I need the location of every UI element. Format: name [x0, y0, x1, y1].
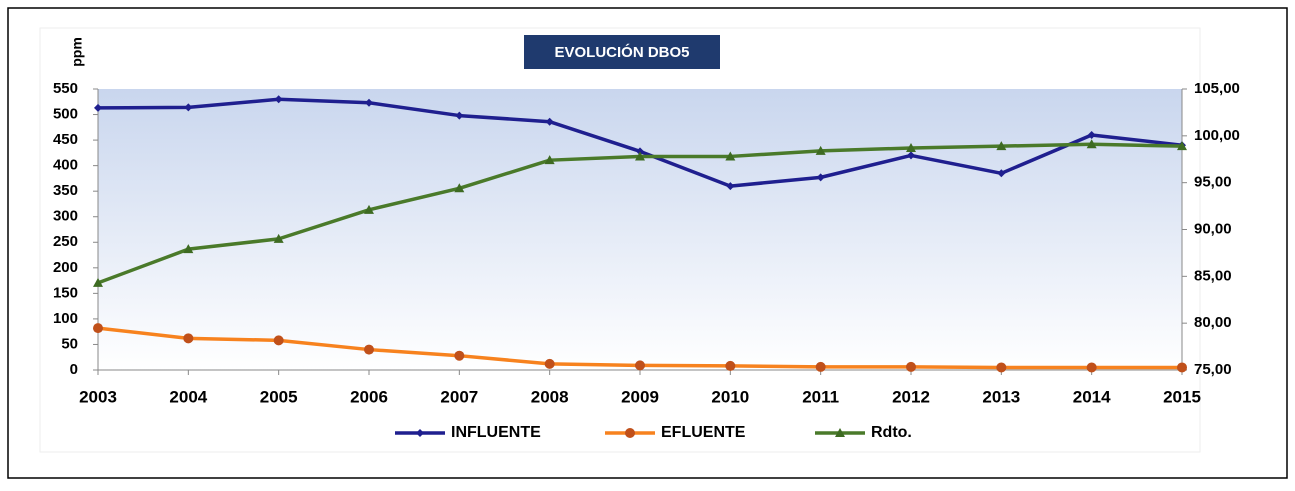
y-tick-label: 200 — [53, 259, 78, 276]
x-tick-label: 2009 — [621, 387, 659, 406]
y-tick-label: 0 — [70, 361, 78, 378]
x-tick-label: 2010 — [711, 387, 749, 406]
x-tick-label: 2003 — [79, 387, 117, 406]
legend-marker — [835, 428, 845, 437]
legend-marker — [625, 428, 635, 438]
y-tick-label: 300 — [53, 208, 78, 225]
x-tick-label: 2006 — [350, 387, 388, 406]
x-tick-label: 2012 — [892, 387, 930, 406]
point — [906, 143, 916, 153]
y-tick-label: 450 — [53, 131, 78, 148]
point — [635, 151, 645, 161]
point — [184, 103, 193, 112]
point — [93, 277, 103, 287]
legend-label: INFLUENTE — [451, 424, 541, 441]
legend-label: EFLUENTE — [661, 424, 746, 441]
legend-label: Rdto. — [871, 424, 912, 441]
point — [1177, 141, 1187, 151]
y-tick-label: 400 — [53, 157, 78, 174]
y2-tick-label: 95,00 — [1194, 174, 1232, 191]
point — [545, 117, 554, 126]
point — [1086, 362, 1097, 373]
point — [815, 145, 826, 155]
legend-marker — [416, 429, 424, 437]
chart-title: EVOLUCIÓN DBO5 — [554, 43, 689, 61]
point — [906, 361, 916, 372]
point — [94, 103, 102, 112]
point — [635, 360, 645, 371]
y-tick-label: 350 — [53, 182, 78, 199]
title-box — [524, 35, 720, 69]
y-tick-label: 150 — [53, 284, 78, 301]
y-tick-label: 100 — [53, 310, 78, 327]
y2-tick-label: 85,00 — [1194, 267, 1232, 284]
y2-tick-label: 105,00 — [1194, 80, 1240, 97]
y-tick-label: 250 — [53, 233, 78, 250]
y2-tick-label: 100,00 — [1194, 127, 1240, 144]
point — [907, 151, 915, 160]
y-tick-label: 50 — [61, 335, 78, 352]
x-tick-label: 2008 — [531, 387, 569, 406]
point — [183, 333, 194, 344]
point — [725, 151, 736, 161]
point — [997, 169, 1006, 178]
point — [1177, 362, 1187, 373]
point — [364, 204, 374, 214]
x-tick-label: 2011 — [802, 387, 839, 406]
y2-tick-label: 90,00 — [1194, 220, 1232, 237]
point — [273, 233, 284, 243]
point — [93, 323, 103, 334]
point — [636, 147, 644, 156]
point — [273, 335, 284, 346]
point — [454, 350, 465, 361]
point — [364, 344, 374, 355]
x-tick-label: 2015 — [1163, 387, 1201, 406]
point — [726, 182, 735, 191]
y-tick-label: 550 — [53, 80, 78, 97]
point — [454, 183, 465, 193]
x-tick-label: 2004 — [169, 387, 207, 406]
x-tick-label: 2014 — [1073, 387, 1111, 406]
point — [274, 95, 283, 104]
x-tick-label: 2005 — [260, 387, 298, 406]
y2-tick-label: 75,00 — [1194, 361, 1232, 378]
point — [725, 360, 736, 371]
x-tick-label: 2013 — [982, 387, 1020, 406]
point — [996, 362, 1007, 373]
point — [816, 173, 825, 182]
point — [1086, 139, 1097, 149]
point — [365, 98, 373, 107]
point — [815, 361, 826, 372]
point — [455, 111, 464, 120]
point — [996, 141, 1007, 151]
plot-area — [98, 89, 1182, 370]
x-tick-label: 2007 — [440, 387, 478, 406]
point — [1087, 130, 1096, 139]
point — [544, 155, 555, 165]
y2-tick-label: 80,00 — [1194, 314, 1232, 331]
point — [183, 244, 194, 254]
y-tick-label: 500 — [53, 106, 78, 123]
y-axis-label: ppm — [69, 37, 85, 67]
point — [544, 358, 555, 369]
